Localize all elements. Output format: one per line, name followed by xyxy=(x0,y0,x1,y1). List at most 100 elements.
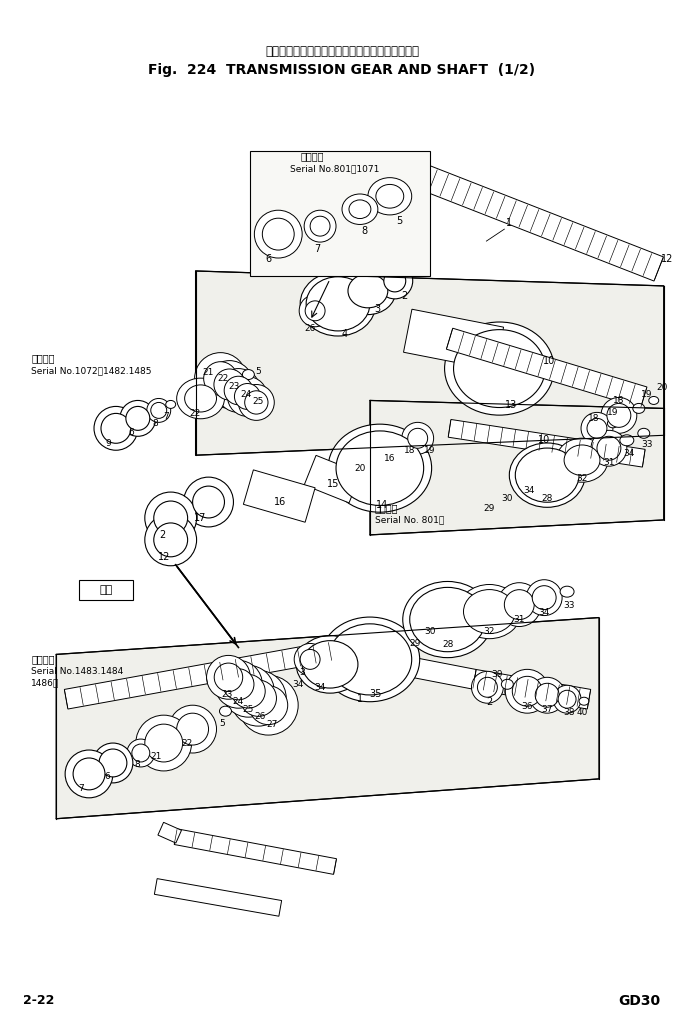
Ellipse shape xyxy=(471,672,503,703)
Text: 6: 6 xyxy=(128,428,134,437)
Ellipse shape xyxy=(526,580,562,615)
Ellipse shape xyxy=(242,370,254,379)
Ellipse shape xyxy=(224,376,252,405)
Polygon shape xyxy=(56,618,599,818)
Text: 18: 18 xyxy=(404,445,415,454)
Text: 27: 27 xyxy=(267,719,278,729)
Text: 24: 24 xyxy=(241,390,252,399)
Text: 6: 6 xyxy=(265,254,272,264)
Ellipse shape xyxy=(553,686,581,713)
Polygon shape xyxy=(447,328,647,408)
Text: 22: 22 xyxy=(181,739,192,748)
Ellipse shape xyxy=(176,378,224,419)
Polygon shape xyxy=(370,400,663,535)
Text: 8: 8 xyxy=(134,760,140,769)
Text: 16: 16 xyxy=(274,497,287,507)
Polygon shape xyxy=(448,420,645,467)
Ellipse shape xyxy=(136,715,192,771)
Ellipse shape xyxy=(183,477,233,527)
Ellipse shape xyxy=(510,443,585,507)
Ellipse shape xyxy=(445,322,554,415)
Text: 8: 8 xyxy=(362,226,368,236)
Ellipse shape xyxy=(120,400,156,436)
Text: 19: 19 xyxy=(607,408,618,417)
Text: トランスミッション　ギヤー　および　シャフト: トランスミッション ギヤー および シャフト xyxy=(265,46,419,58)
Ellipse shape xyxy=(497,583,541,627)
Text: 38: 38 xyxy=(564,707,575,716)
Polygon shape xyxy=(304,455,361,503)
Ellipse shape xyxy=(300,272,376,336)
Text: 32: 32 xyxy=(484,627,495,636)
Text: 22: 22 xyxy=(217,374,228,383)
Ellipse shape xyxy=(296,636,364,693)
Text: 6: 6 xyxy=(104,772,110,782)
Ellipse shape xyxy=(515,448,579,502)
Text: 32: 32 xyxy=(577,474,588,483)
Ellipse shape xyxy=(556,438,608,482)
Ellipse shape xyxy=(300,649,320,669)
Text: 33: 33 xyxy=(564,601,575,610)
Ellipse shape xyxy=(195,353,246,405)
Text: Fig.  224  TRANSMISSION GEAR AND SHAFT  (1/2): Fig. 224 TRANSMISSION GEAR AND SHAFT (1/… xyxy=(148,63,536,76)
Text: 39: 39 xyxy=(492,669,503,679)
Ellipse shape xyxy=(560,586,574,597)
Ellipse shape xyxy=(607,419,618,428)
Ellipse shape xyxy=(529,678,565,713)
Text: 4: 4 xyxy=(342,329,348,338)
Ellipse shape xyxy=(127,739,155,767)
Text: 1486～: 1486～ xyxy=(31,679,60,688)
Text: 5: 5 xyxy=(255,367,261,376)
Ellipse shape xyxy=(304,210,336,243)
Ellipse shape xyxy=(93,743,133,783)
Ellipse shape xyxy=(228,377,267,417)
Ellipse shape xyxy=(305,301,325,321)
Ellipse shape xyxy=(453,329,545,408)
Text: 15: 15 xyxy=(327,479,339,489)
Text: 31: 31 xyxy=(603,458,615,467)
Text: 36: 36 xyxy=(521,702,533,710)
Ellipse shape xyxy=(214,369,245,400)
Ellipse shape xyxy=(558,690,576,708)
Text: 22: 22 xyxy=(189,409,200,418)
Text: 2: 2 xyxy=(486,697,492,707)
Text: 9: 9 xyxy=(105,439,111,447)
Ellipse shape xyxy=(591,430,627,466)
Polygon shape xyxy=(155,878,282,916)
Ellipse shape xyxy=(126,407,150,430)
Text: 26: 26 xyxy=(254,711,266,720)
Ellipse shape xyxy=(302,641,358,688)
Text: 23: 23 xyxy=(222,690,233,699)
Text: 26: 26 xyxy=(304,324,316,333)
Text: 30: 30 xyxy=(501,493,513,502)
Ellipse shape xyxy=(263,218,294,250)
Ellipse shape xyxy=(579,697,589,705)
Ellipse shape xyxy=(145,725,183,762)
Ellipse shape xyxy=(587,419,607,438)
Polygon shape xyxy=(337,187,424,229)
Text: 20: 20 xyxy=(656,383,668,392)
Ellipse shape xyxy=(185,385,217,412)
Ellipse shape xyxy=(581,413,613,444)
Ellipse shape xyxy=(601,397,637,433)
Text: 14: 14 xyxy=(376,500,388,511)
Text: 適用号番: 適用号番 xyxy=(31,654,55,664)
Text: 29: 29 xyxy=(484,503,495,513)
Text: 21: 21 xyxy=(203,368,214,377)
Text: GD30: GD30 xyxy=(618,994,661,1008)
Ellipse shape xyxy=(633,404,645,414)
Ellipse shape xyxy=(214,663,243,692)
Text: 37: 37 xyxy=(542,705,553,713)
Polygon shape xyxy=(328,642,476,689)
Ellipse shape xyxy=(392,438,404,448)
Ellipse shape xyxy=(477,678,497,697)
Ellipse shape xyxy=(320,618,420,702)
Ellipse shape xyxy=(310,216,330,236)
Text: Serial No. 801～: Serial No. 801～ xyxy=(375,516,444,525)
Text: 18: 18 xyxy=(588,414,600,423)
Text: 適用号機: 適用号機 xyxy=(375,503,398,513)
Ellipse shape xyxy=(204,362,237,395)
Ellipse shape xyxy=(169,705,217,753)
Ellipse shape xyxy=(232,675,265,708)
Ellipse shape xyxy=(340,267,396,315)
Text: 18: 18 xyxy=(613,396,624,405)
